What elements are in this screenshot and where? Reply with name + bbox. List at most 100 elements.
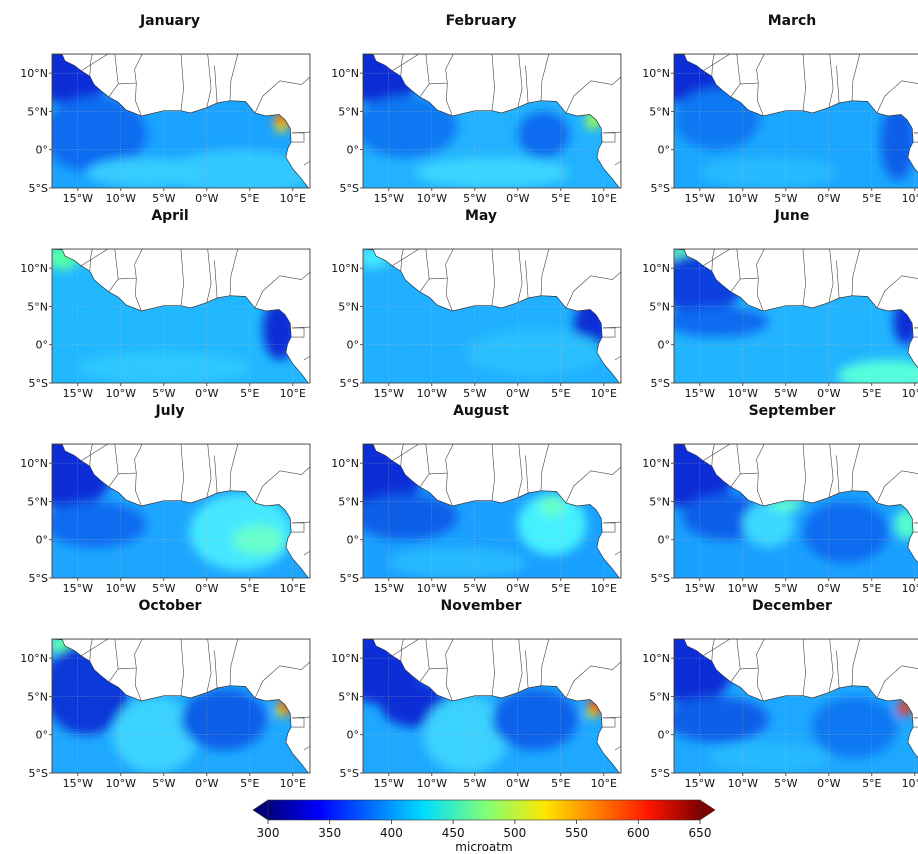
country-border: [89, 444, 93, 467]
panel-title: December: [752, 598, 832, 614]
lon-tick-label: 5°W: [463, 582, 486, 595]
value-patch: [699, 157, 838, 188]
panel-title: April: [151, 208, 189, 224]
country-border: [802, 54, 806, 111]
value-patch: [674, 88, 760, 150]
lat-tick-label: 5°S: [29, 377, 48, 390]
lon-tick-label: 5°E: [551, 387, 570, 400]
map-frame: [362, 53, 622, 189]
lon-tick-label: 15°W: [63, 582, 93, 595]
value-patch: [708, 742, 829, 773]
country-border: [392, 639, 420, 657]
country-border: [214, 65, 218, 104]
country-border: [229, 444, 239, 491]
value-patch: [275, 707, 285, 717]
country-border: [400, 639, 404, 662]
country-border: [828, 54, 834, 108]
panel-title: March: [767, 13, 817, 29]
lon-tick-label: 5°E: [862, 582, 881, 595]
country-border: [540, 444, 550, 491]
lat-tick-label: 5°N: [338, 690, 359, 703]
map-frame: [362, 248, 622, 384]
value-patch: [674, 696, 769, 743]
map-panel-april: April 10°N 5°N 0° 5°S 15°W 10°W 5°W 0°W 5°E 10°E: [20, 207, 320, 402]
lon-tick-label: 5°E: [862, 387, 881, 400]
panel-title: September: [748, 403, 836, 419]
value-patch: [77, 352, 250, 383]
map-frame: [362, 443, 622, 579]
country-border: [757, 83, 764, 117]
colorbar-tick-label: 350: [318, 826, 341, 840]
lon-tick-label: 0°W: [195, 192, 218, 205]
lon-tick-label: 5°W: [463, 777, 486, 790]
lon-tick-label: 10°E: [591, 582, 617, 595]
lon-tick-label: 5°W: [774, 192, 797, 205]
map-panel-january: January 10°N 5°N 0° 5°S 15°W 10°W 5°W 0°W 5°E 10°E: [20, 12, 320, 207]
lon-tick-label: 10°W: [417, 777, 447, 790]
country-border: [429, 444, 454, 475]
lon-tick-label: 10°E: [902, 777, 918, 790]
lon-tick-label: 5°E: [240, 192, 259, 205]
lat-tick-label: 5°S: [29, 182, 48, 195]
panel-title: January: [139, 13, 201, 29]
lat-tick-label: 0°: [347, 729, 360, 742]
colorbar-tick-label: 650: [689, 826, 712, 840]
panel-title: June: [774, 208, 810, 224]
map-panel-march: March 10°N 5°N 0° 5°S 15°W 10°W 5°W 0°W 5°E 10°E: [642, 12, 918, 207]
map-frame: [51, 638, 311, 774]
value-patch: [466, 329, 604, 376]
value-patch: [517, 111, 570, 158]
lon-tick-label: 15°W: [374, 387, 404, 400]
panel-title: February: [445, 13, 517, 29]
country-border: [81, 54, 109, 72]
country-border: [446, 83, 453, 117]
lat-tick-label: 0°: [658, 729, 671, 742]
value-patch: [492, 688, 578, 751]
lon-tick-label: 5°W: [152, 192, 175, 205]
country-border: [446, 473, 453, 507]
value-patch: [517, 493, 587, 556]
country-border: [254, 76, 310, 114]
country-border: [703, 54, 731, 72]
lon-tick-label: 5°E: [240, 582, 259, 595]
country-border: [836, 650, 840, 689]
lon-tick-label: 15°W: [685, 582, 715, 595]
country-border: [108, 639, 119, 683]
lon-tick-label: 10°W: [417, 192, 447, 205]
country-border: [876, 665, 918, 699]
lon-tick-label: 10°W: [106, 387, 136, 400]
country-border: [118, 639, 143, 670]
value-patch: [275, 122, 286, 133]
lat-tick-label: 0°: [658, 144, 671, 157]
country-border: [491, 54, 495, 111]
country-border: [89, 639, 93, 662]
country-border: [206, 639, 212, 693]
lat-tick-label: 10°N: [642, 67, 670, 80]
lon-tick-label: 5°W: [463, 192, 486, 205]
lat-tick-label: 5°S: [29, 767, 48, 780]
lon-tick-label: 10°W: [106, 192, 136, 205]
lat-tick-label: 10°N: [642, 457, 670, 470]
lat-tick-label: 10°N: [642, 652, 670, 665]
lat-tick-label: 0°: [347, 534, 360, 547]
country-border: [602, 716, 621, 719]
country-border: [851, 639, 861, 686]
country-border: [446, 278, 453, 312]
country-border: [214, 455, 218, 494]
lon-tick-label: 0°W: [195, 582, 218, 595]
map-graphic: 10°N 5°N 0° 5°S 15°W 10°W 5°W 0°W 5°E 10°E: [331, 638, 622, 790]
lon-tick-label: 10°E: [280, 387, 306, 400]
lon-tick-label: 15°W: [63, 192, 93, 205]
value-patch: [181, 688, 267, 751]
country-border: [565, 271, 621, 309]
country-border: [446, 668, 453, 702]
lat-tick-label: 10°N: [331, 262, 359, 275]
lon-tick-label: 5°E: [240, 777, 259, 790]
lon-tick-label: 5°E: [862, 192, 881, 205]
lat-tick-label: 0°: [658, 534, 671, 547]
country-border: [614, 160, 621, 166]
country-border: [108, 54, 119, 98]
lon-tick-label: 5°E: [551, 582, 570, 595]
map-frame: [51, 443, 311, 579]
lat-tick-label: 5°N: [338, 105, 359, 118]
